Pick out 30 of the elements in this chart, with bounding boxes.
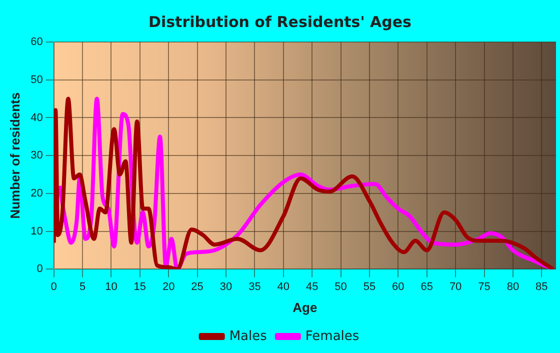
x-tick-label: 5 (79, 280, 86, 293)
y-tick-label: 30 (30, 150, 43, 162)
x-tick-label: 0 (50, 280, 57, 293)
x-axis-title: Age (292, 300, 318, 315)
legend-label: Females (305, 328, 360, 344)
y-tick-label: 0 (36, 263, 43, 276)
x-tick-label: 15 (134, 280, 146, 293)
chart-title: Distribution of Residents' Ages (148, 12, 412, 31)
x-tick-label: 70 (449, 280, 462, 293)
x-tick-label: 20 (162, 280, 175, 293)
y-tick-label: 50 (30, 74, 43, 86)
y-axis-title: Number of residents (7, 92, 22, 219)
x-tick-label: 50 (334, 280, 347, 293)
x-tick-label: 85 (536, 280, 548, 293)
x-tick-label: 75 (478, 280, 490, 293)
x-tick-label: 65 (420, 280, 433, 293)
x-tick-label: 10 (105, 280, 118, 293)
x-tick-label: 35 (248, 280, 261, 293)
x-tick-label: 45 (306, 280, 318, 293)
x-tick-label: 25 (191, 280, 204, 293)
x-tick-label: 60 (392, 280, 404, 293)
legend-label: Males (229, 328, 268, 344)
y-tick-label: 40 (30, 112, 43, 124)
x-tick-label: 30 (220, 280, 232, 293)
x-tick-label: 80 (506, 280, 520, 293)
y-tick-label: 10 (30, 225, 43, 238)
y-tick-label: 60 (30, 36, 43, 48)
x-tick-label: 55 (363, 280, 376, 293)
x-tick-label: 40 (277, 280, 290, 293)
y-tick-label: 20 (30, 188, 43, 200)
